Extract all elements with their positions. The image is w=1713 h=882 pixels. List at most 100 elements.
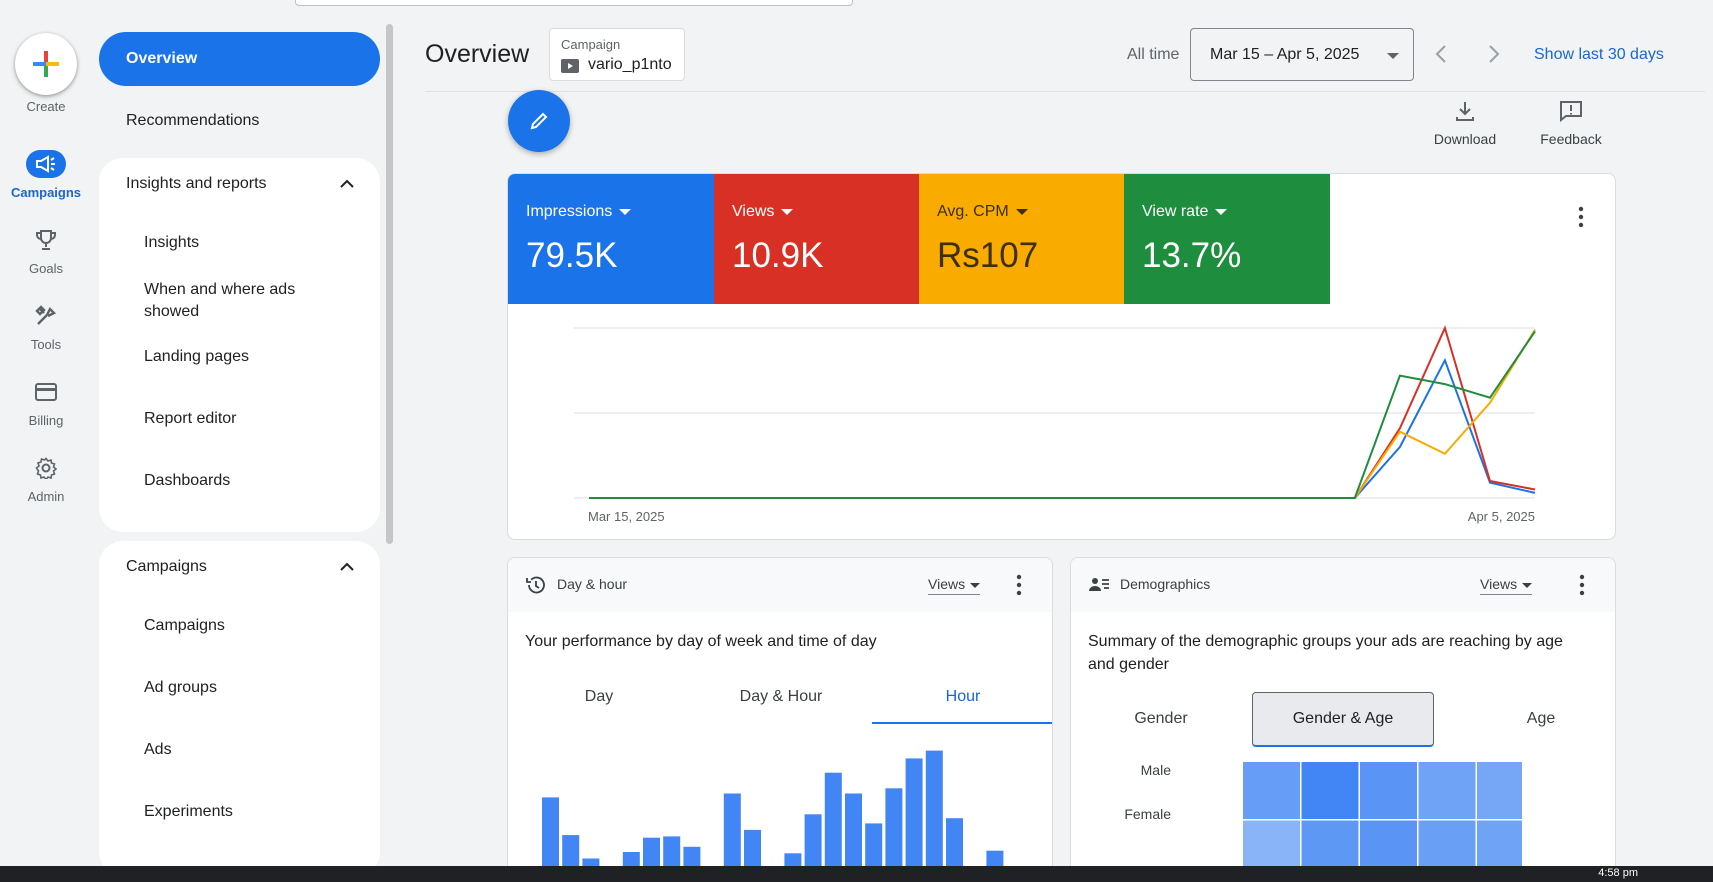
- hour-bar: [885, 788, 903, 876]
- rail-label-goals: Goals: [29, 261, 63, 276]
- hour-bar: [905, 758, 923, 876]
- tab-day-hour[interactable]: Day & Hour: [739, 688, 823, 705]
- x-axis-start-label: Mar 15, 2025: [588, 509, 665, 524]
- video-icon: [561, 59, 579, 73]
- nav-group-campaigns: Campaigns Campaigns Ad groups Ads Experi…: [99, 541, 380, 876]
- rail-item-admin[interactable]: Admin: [0, 454, 92, 518]
- hour-bar: [946, 818, 963, 876]
- day-hour-card: Day & hour Views Your performance by day…: [507, 557, 1053, 877]
- nav-item-ad-groups[interactable]: Ad groups: [144, 679, 217, 696]
- download-button[interactable]: Download: [1425, 100, 1505, 147]
- chevron-up-icon[interactable]: [338, 558, 356, 576]
- card-title: Demographics: [1120, 576, 1211, 592]
- nav-item-report-editor[interactable]: Report editor: [144, 410, 237, 427]
- rail-label-admin: Admin: [27, 489, 65, 504]
- person-list-icon: [1089, 578, 1109, 591]
- tab-day[interactable]: Day: [584, 688, 614, 705]
- nav-item-ads[interactable]: Ads: [144, 741, 172, 758]
- tools-icon: [26, 302, 66, 330]
- metric-label: Views: [732, 203, 794, 221]
- download-icon: [1456, 102, 1474, 121]
- rail-item-goals[interactable]: Goals: [0, 226, 92, 290]
- nav-item-recommendations[interactable]: Recommendations: [126, 112, 260, 129]
- campaign-label: Campaign: [561, 37, 621, 52]
- caret-down-icon: [970, 582, 981, 588]
- metric-tile-view-rate[interactable]: View rate 13.7%: [1124, 174, 1330, 304]
- nav-group-insights: Insights and reports Insights When and w…: [99, 158, 380, 532]
- nav-item-landing-pages[interactable]: Landing pages: [144, 348, 249, 365]
- date-range-select[interactable]: Mar 15 – Apr 5, 2025: [1190, 28, 1414, 81]
- metric-dropdown[interactable]: Views: [928, 576, 981, 595]
- hour-bar: [925, 750, 943, 876]
- date-range-value: Mar 15 – Apr 5, 2025: [1210, 46, 1360, 63]
- metric-dropdown[interactable]: Views: [1480, 576, 1533, 595]
- nav-item-experiments[interactable]: Experiments: [144, 803, 233, 820]
- nav-item-overview[interactable]: Overview: [99, 32, 380, 86]
- nav-group-insights-title[interactable]: Insights and reports: [126, 175, 267, 192]
- campaign-selector[interactable]: Campaign vario_p1nto: [549, 28, 685, 81]
- feedback-icon: [1560, 101, 1582, 123]
- tab-gender[interactable]: Gender: [1134, 710, 1188, 727]
- tab-gender-age-selected[interactable]: Gender & Age: [1252, 692, 1434, 747]
- overview-line-chart: Mar 15, 2025 Apr 5, 2025: [574, 325, 1536, 524]
- pencil-icon: [530, 112, 548, 130]
- clock-history-icon: [526, 576, 545, 594]
- clock-time: 4:58 pm: [1598, 867, 1638, 879]
- rail-label-campaigns: Campaigns: [10, 185, 82, 200]
- metric-label: Impressions: [526, 203, 632, 221]
- card-description: Summary of the demographic groups your a…: [1088, 630, 1563, 676]
- hour-bar: [744, 829, 761, 876]
- chevron-up-icon[interactable]: [338, 175, 356, 193]
- create-label: Create: [26, 99, 66, 114]
- series-line-avg-cpm: [589, 329, 1536, 499]
- nav-item-when-where[interactable]: When and where ads showed: [144, 281, 296, 320]
- card-header: Day & hour Views: [508, 558, 1052, 612]
- metric-label: View rate: [1142, 203, 1228, 221]
- rail-item-tools[interactable]: Tools: [0, 302, 92, 366]
- metric-tile-impressions[interactable]: Impressions 79.5K: [508, 174, 714, 304]
- more-vert-icon[interactable]: [1578, 206, 1584, 228]
- create-button[interactable]: [15, 33, 77, 95]
- nav-item-insights[interactable]: Insights: [144, 234, 200, 251]
- trophy-icon: [26, 226, 66, 254]
- metric-tile-views[interactable]: Views 10.9K: [714, 174, 920, 304]
- caret-down-icon: [619, 208, 632, 215]
- plus-icon: [33, 51, 59, 77]
- nav-item-campaigns[interactable]: Campaigns: [144, 617, 225, 634]
- nav-item-dashboards[interactable]: Dashboards: [144, 472, 231, 489]
- hour-bar: [723, 793, 741, 876]
- sidenav-scrollbar[interactable]: [386, 24, 393, 544]
- more-vert-icon[interactable]: [1016, 574, 1022, 596]
- series-line-view-rate: [589, 330, 1536, 499]
- megaphone-icon: [26, 150, 66, 178]
- metric-label: Avg. CPM: [937, 203, 1028, 221]
- rail-item-campaigns[interactable]: Campaigns: [0, 150, 92, 214]
- page-title: Overview: [425, 40, 530, 68]
- all-time-label: All time: [1127, 46, 1180, 63]
- metric-value: Rs107: [937, 236, 1039, 275]
- header-divider: [425, 91, 1705, 92]
- more-vert-icon[interactable]: [1579, 574, 1585, 596]
- chevron-right-icon[interactable]: [1486, 43, 1502, 65]
- metric-tile-avg-cpm[interactable]: Avg. CPM Rs107: [919, 174, 1125, 304]
- rail-item-billing[interactable]: Billing: [0, 378, 92, 442]
- credit-card-icon: [26, 378, 66, 406]
- edit-fab-button[interactable]: [508, 90, 570, 152]
- metric-value: 79.5K: [526, 236, 618, 275]
- top-search-bar[interactable]: [295, 0, 853, 6]
- feedback-button[interactable]: Feedback: [1531, 100, 1611, 147]
- hour-bar-chart: [542, 750, 1004, 876]
- hour-bar: [824, 772, 842, 876]
- rail-label-billing: Billing: [28, 413, 64, 428]
- card-header: Demographics Views: [1071, 558, 1615, 612]
- active-tab-indicator: [872, 722, 1052, 724]
- chevron-left-icon[interactable]: [1433, 43, 1449, 65]
- hour-bar: [804, 814, 822, 876]
- demographics-heatmap: [1243, 762, 1522, 876]
- tab-age[interactable]: Age: [1526, 710, 1556, 727]
- show-last-30-days-link[interactable]: Show last 30 days: [1534, 46, 1664, 63]
- os-taskbar: 4:58 pm: [0, 866, 1713, 882]
- nav-group-campaigns-title[interactable]: Campaigns: [126, 558, 207, 575]
- row-label-female: Female: [1124, 806, 1171, 822]
- tab-hour[interactable]: Hour: [945, 688, 981, 705]
